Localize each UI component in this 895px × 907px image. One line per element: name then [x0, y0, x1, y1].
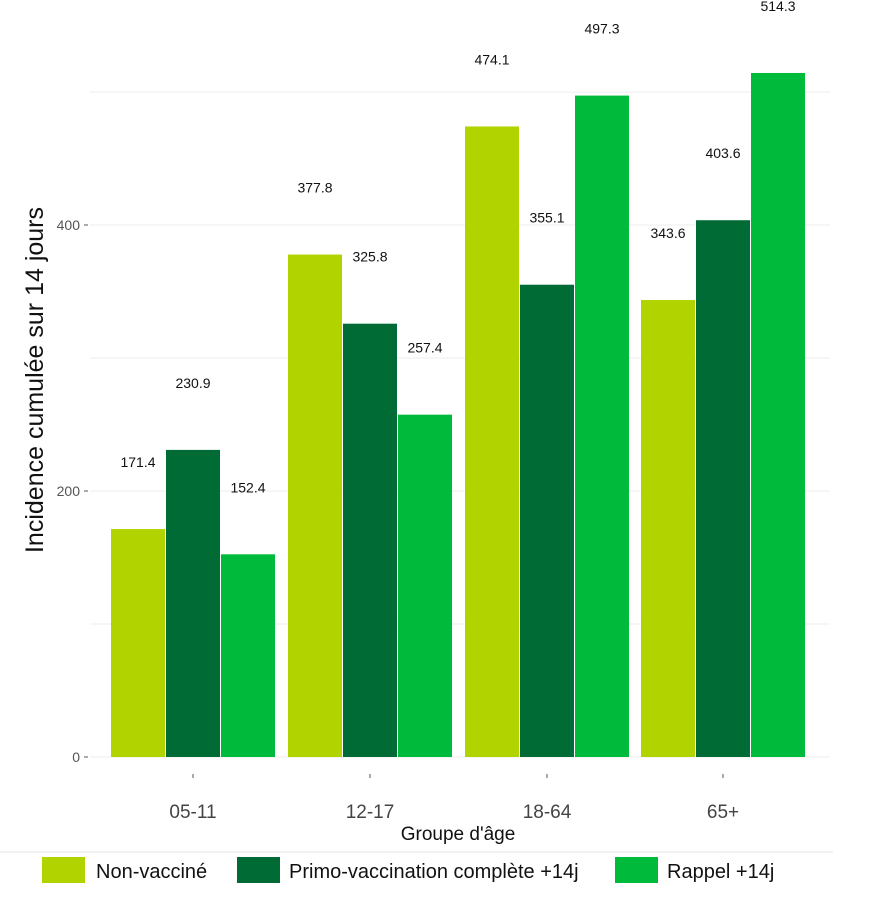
- y-tick-label: 0: [72, 749, 80, 765]
- legend-label: Non-vacciné: [96, 861, 207, 883]
- bars-layer: [111, 72, 805, 757]
- bar: [465, 126, 519, 757]
- legend-label: Primo-vaccination complète +14j: [289, 861, 579, 883]
- bar-value-label: 325.8: [352, 249, 387, 265]
- bar: [111, 529, 165, 757]
- bar-value-label: 474.1: [474, 51, 509, 67]
- x-tick-label: 18-64: [523, 802, 572, 823]
- x-axis-title: Groupe d'âge: [401, 824, 516, 845]
- y-axis-title: Incidence cumulée sur 14 jours: [21, 207, 49, 553]
- legend-swatch: [615, 857, 658, 883]
- bar-labels-layer: 171.4 230.9 152.4 377.8 325.8 257.4 474.1 355.1…: [120, 0, 795, 495]
- bar-value-label: 152.4: [230, 479, 265, 495]
- bar: [696, 220, 750, 757]
- bar-value-label: 377.8: [297, 180, 332, 196]
- bar: [398, 414, 452, 757]
- bar-value-label: 514.3: [760, 0, 795, 14]
- y-tick-label: 400: [57, 217, 81, 233]
- x-tick-label: 05-11: [169, 802, 216, 823]
- bar-value-label: 403.6: [705, 145, 740, 161]
- bar-value-label: 497.3: [584, 21, 619, 37]
- legend-swatch: [237, 857, 280, 883]
- bar: [343, 323, 397, 757]
- bar: [288, 254, 342, 757]
- bar: [221, 554, 275, 757]
- bar-value-label: 230.9: [175, 375, 210, 391]
- x-axis-ticks: 05-11 12-17 18-64 65+: [169, 774, 739, 823]
- bar: [520, 284, 574, 757]
- y-tick-label: 200: [57, 483, 81, 499]
- bar-value-label: 355.1: [529, 210, 564, 226]
- bar-value-label: 171.4: [120, 454, 155, 470]
- y-axis-ticks: 0 200 400: [57, 217, 88, 765]
- x-tick-label: 12-17: [346, 802, 395, 823]
- bar: [166, 449, 220, 757]
- legend: Non-vacciné Primo-vaccination complète +1…: [0, 851, 833, 883]
- bar-value-label: 257.4: [407, 340, 442, 356]
- x-tick-label: 65+: [707, 802, 739, 823]
- bar: [575, 95, 629, 757]
- bar: [751, 72, 805, 757]
- bar: [641, 300, 695, 757]
- bar-value-label: 343.6: [650, 225, 685, 241]
- legend-label: Rappel +14j: [667, 861, 774, 883]
- legend-swatch: [42, 857, 85, 883]
